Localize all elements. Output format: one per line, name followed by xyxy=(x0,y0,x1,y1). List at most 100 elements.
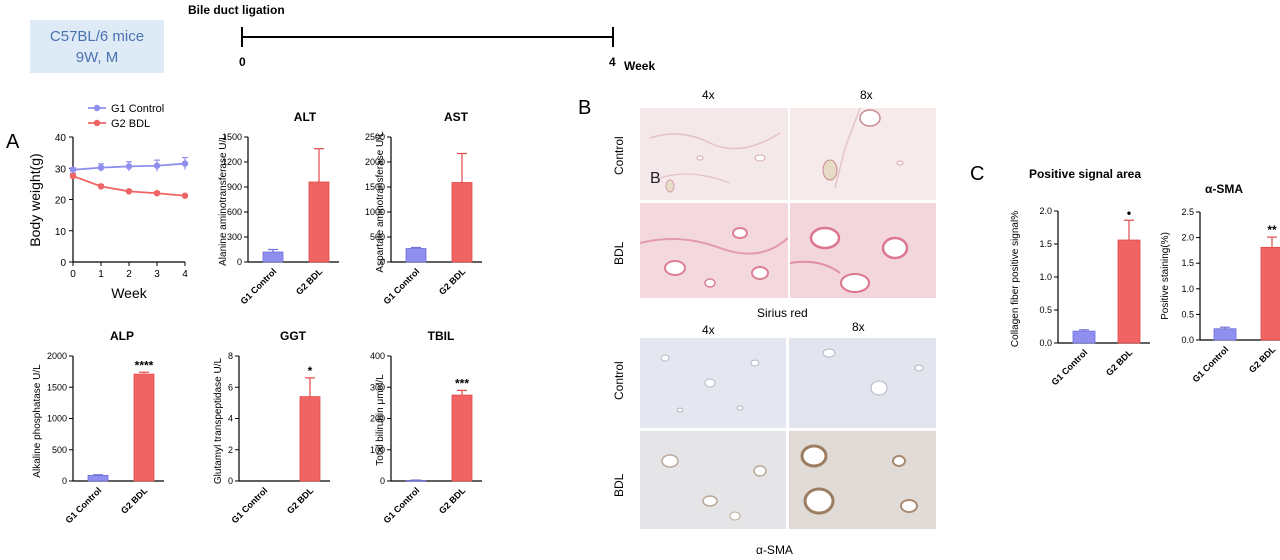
mouse-strain: C57BL/6 mice xyxy=(49,28,145,45)
tbil-y-tick-label: 0 xyxy=(380,476,385,486)
alt-y-tick-label: 900 xyxy=(227,182,242,192)
alp-title: ALP xyxy=(110,329,134,343)
asma-y-tick-label: 0.0 xyxy=(1181,335,1194,345)
ggt-x-tick-label: G1 Control xyxy=(229,485,269,525)
ggt-y-tick-label: 2 xyxy=(228,445,233,455)
collagen-y-tick-label: 2.0 xyxy=(1039,206,1052,216)
asma-y-label: Positive staining(%) xyxy=(1160,232,1171,320)
alt-bar-control xyxy=(262,251,284,263)
collagen-y-tick-label: 0.5 xyxy=(1039,305,1052,315)
alt-y-tick-label: 300 xyxy=(227,232,242,242)
ggt-x-tick-label: G2 BDL xyxy=(285,485,316,516)
alt-x-tick-label: G1 Control xyxy=(238,266,278,306)
bodyweight-x-tick-label: 2 xyxy=(126,269,132,280)
bodyweight-legend-marker xyxy=(93,104,101,112)
timeline-unit-label: Week xyxy=(624,59,656,73)
asma-control-4x-image xyxy=(640,338,786,428)
tbil-y-tick-label: 100 xyxy=(370,445,385,455)
asma-bar-control xyxy=(1213,328,1237,341)
tbil-y-label: Total bilirubin μmol/L xyxy=(375,374,386,466)
mouse-age-sex: 9W, M xyxy=(75,49,119,66)
alp-y-tick-label: 1500 xyxy=(47,382,67,392)
ggt-y-tick-label: 0 xyxy=(228,476,233,486)
asma-y-tick-label: 1.0 xyxy=(1181,284,1194,294)
sirius-control-4x-image: B xyxy=(640,108,788,200)
ast-y-tick-label: 1500 xyxy=(365,182,385,192)
alp-y-tick-label: 0 xyxy=(62,476,67,486)
collagen-x-tick-label: G2 BDL xyxy=(1104,347,1135,378)
ast-y-tick-label: 500 xyxy=(370,232,385,242)
bodyweight-y-tick-label: 30 xyxy=(55,164,67,175)
sirius-control-8x-image xyxy=(790,108,936,200)
micro-col-top-4x: 4x xyxy=(702,88,715,102)
ast-title: AST xyxy=(444,110,469,124)
ggt-y-tick-label: 6 xyxy=(228,382,233,392)
ast-y-tick-label: 2000 xyxy=(365,157,385,167)
ggt-bar-bdl xyxy=(299,396,321,482)
ggt-significance-label: * xyxy=(308,364,313,378)
collagen-title: Positive signal area xyxy=(1029,167,1141,181)
alp-x-tick-label: G2 BDL xyxy=(119,485,150,516)
alt-bar-bdl xyxy=(308,181,330,263)
study-info-box: C57BL/6 mice 9W, M xyxy=(30,20,164,73)
bodyweight-data-point xyxy=(153,162,161,169)
bodyweight-legend-marker xyxy=(93,119,101,127)
asma-bdl-8x-image xyxy=(789,431,936,529)
ast-y-tick-label: 2500 xyxy=(365,132,385,142)
bodyweight-data-point xyxy=(181,160,189,167)
bodyweight-y-tick-label: 40 xyxy=(55,133,67,144)
ast-bar-control xyxy=(405,248,427,263)
micro-col-bottom-8x: 8x xyxy=(852,320,865,334)
timeline-title: Bile duct ligation xyxy=(188,3,285,17)
alp-y-tick-label: 1000 xyxy=(47,414,67,424)
alp-y-label: Alkaline phosphatase U/L xyxy=(32,364,43,478)
tbil-y-tick-label: 200 xyxy=(370,414,385,424)
ggt-y-tick-label: 4 xyxy=(228,414,233,424)
panel-letter-c: C xyxy=(970,163,985,185)
bodyweight-y-tick-label: 10 xyxy=(55,227,67,238)
caption-sirius-red: Sirius red xyxy=(757,306,808,320)
bodyweight-x-label: Week xyxy=(111,285,148,301)
asma-bdl-4x-image xyxy=(640,431,786,529)
asma-control-8x-image xyxy=(789,338,936,428)
collagen-x-tick-label: G1 Control xyxy=(1049,347,1089,387)
ast-y-tick-label: 0 xyxy=(380,257,385,267)
timeline-end-label: 4 xyxy=(609,55,616,69)
ggt-title: GGT xyxy=(280,329,307,343)
ast-y-tick-label: 1000 xyxy=(365,207,385,217)
tbil-x-tick-label: G1 Control xyxy=(381,485,421,525)
alt-title: ALT xyxy=(294,110,317,124)
collagen-bar-control xyxy=(1072,330,1096,344)
alp-y-tick-label: 2000 xyxy=(47,351,67,361)
caption-asma: α-SMA xyxy=(756,543,793,557)
micro-col-bottom-4x: 4x xyxy=(702,323,715,337)
asma-x-tick-label: G2 BDL xyxy=(1247,344,1278,375)
bodyweight-data-point xyxy=(97,183,105,190)
timeline-start-label: 0 xyxy=(239,55,246,69)
collagen-y-tick-label: 0.0 xyxy=(1039,338,1052,348)
bodyweight-data-point xyxy=(69,166,77,174)
asma-x-tick-label: G1 Control xyxy=(1190,344,1230,384)
micro-row-top-bdl: BDL xyxy=(612,241,626,265)
bodyweight-data-point xyxy=(125,163,133,170)
tbil-bar-bdl xyxy=(451,394,473,482)
bodyweight-x-tick-label: 1 xyxy=(98,269,104,280)
panel-letter-b: B xyxy=(578,97,592,119)
alt-x-tick-label: G2 BDL xyxy=(294,266,325,297)
asma-y-tick-label: 0.5 xyxy=(1181,309,1194,319)
panel-letter-a: A xyxy=(6,131,20,153)
micro-row-bottom-bdl: BDL xyxy=(612,473,626,497)
bodyweight-x-tick-label: 0 xyxy=(70,269,76,280)
alt-y-label: Alanine aminotransferase U/L xyxy=(218,134,229,266)
sirius-bdl-4x-image xyxy=(640,203,788,298)
micro-row-top-control: Control xyxy=(612,136,626,175)
alp-bar-control xyxy=(87,474,109,482)
alp-y-tick-label: 500 xyxy=(52,445,67,455)
bodyweight-x-tick-label: 3 xyxy=(154,269,160,280)
ggt-y-tick-label: 8 xyxy=(228,351,233,361)
ast-y-label: Aspartate aminotransferase U/L xyxy=(375,131,386,273)
asma-y-tick-label: 1.5 xyxy=(1181,258,1194,268)
collagen-y-tick-label: 1.5 xyxy=(1039,239,1052,249)
tbil-y-tick-label: 300 xyxy=(370,382,385,392)
